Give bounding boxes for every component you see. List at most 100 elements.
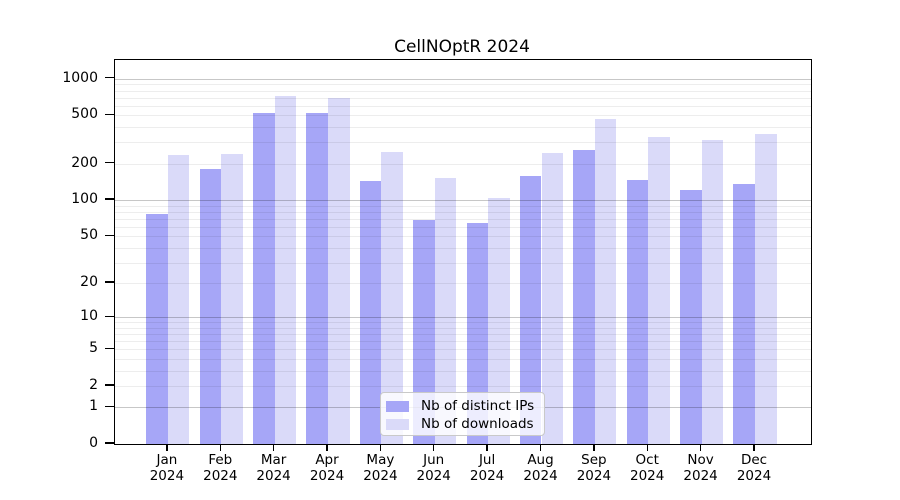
bar-downloads: [167, 154, 190, 444]
y-axis-tick-label: 10: [80, 308, 98, 325]
x-tick-month: Jul: [478, 452, 496, 468]
y-axis-tick: [105, 281, 114, 283]
gridline: [115, 200, 811, 202]
gridline: [115, 262, 811, 264]
bar-distinct-ips: [626, 179, 649, 444]
y-axis-tick: [105, 315, 114, 317]
y-axis-tick: [105, 442, 114, 444]
x-axis-tick-label: Apr 2024: [297, 452, 357, 484]
x-tick-year: 2024: [683, 468, 718, 484]
bar-distinct-ips: [359, 180, 382, 444]
bar-distinct-ips: [733, 183, 755, 444]
x-axis-tick: [272, 444, 275, 451]
gridline: [115, 349, 811, 351]
bar-distinct-ips: [519, 176, 542, 444]
x-axis-tick-label: Dec 2024: [724, 452, 784, 484]
y-axis-tick-label: 100: [71, 191, 98, 208]
legend-swatch-downloads: [386, 418, 409, 430]
gridline: [115, 358, 811, 360]
gridline: [115, 327, 811, 329]
gridline: [115, 341, 811, 343]
gridline: [115, 236, 811, 238]
x-tick-month: Oct: [635, 452, 659, 468]
x-axis-tick: [593, 444, 595, 451]
x-axis-tick-label: May 2024: [350, 452, 410, 484]
bar-downloads: [221, 153, 243, 444]
chart-title: CellNOptR 2024: [394, 37, 530, 57]
gridline: [115, 163, 811, 165]
bar-downloads: [755, 134, 777, 444]
bar-distinct-ips: [413, 219, 435, 444]
x-tick-year: 2024: [309, 468, 345, 484]
x-axis-tick: [699, 444, 702, 451]
bar-downloads: [701, 139, 724, 444]
gridline: [115, 127, 811, 129]
legend-item-distinct-ips: Nb of distinct IPs: [386, 397, 544, 415]
x-tick-month: Aug: [527, 452, 554, 468]
y-axis-tick: [105, 198, 114, 200]
bar-downloads: [434, 177, 457, 444]
y-axis-tick: [105, 405, 114, 408]
x-tick-month: Dec: [740, 452, 768, 468]
x-tick-year: 2024: [469, 468, 505, 484]
x-tick-month: Jun: [423, 452, 445, 468]
y-axis-tick: [105, 234, 114, 236]
x-axis-tick: [379, 444, 382, 451]
x-tick-month: May: [366, 452, 395, 468]
x-tick-year: 2024: [523, 468, 558, 484]
x-axis-tick: [166, 444, 168, 451]
gridline: [115, 211, 811, 213]
gridline: [115, 90, 811, 92]
bar-downloads: [274, 96, 297, 444]
gridline: [115, 218, 811, 220]
legend-item-downloads: Nb of downloads: [386, 415, 544, 433]
bar-distinct-ips: [680, 189, 702, 444]
x-tick-year: 2024: [149, 468, 185, 484]
y-axis-tick-label: 200: [71, 154, 98, 171]
x-tick-year: 2024: [576, 468, 612, 484]
gridline: [115, 205, 811, 207]
y-axis-tick: [105, 162, 114, 164]
x-tick-month: Apr: [315, 452, 339, 468]
x-tick-year: 2024: [256, 468, 291, 484]
legend-label-distinct-ips: Nb of distinct IPs: [421, 398, 535, 414]
x-tick-month: Feb: [208, 452, 233, 468]
x-axis-tick: [753, 444, 755, 451]
legend-label-downloads: Nb of downloads: [421, 416, 534, 432]
bar-distinct-ips: [573, 149, 595, 444]
x-tick-year: 2024: [416, 468, 451, 484]
gridline: [115, 385, 811, 387]
x-axis-tick-label: Jul 2024: [457, 452, 517, 484]
x-axis-tick-label: Nov 2024: [671, 452, 731, 484]
x-tick-month: Nov: [687, 452, 714, 468]
bar-downloads: [381, 151, 403, 444]
gridline: [115, 283, 811, 285]
x-tick-month: Jan: [156, 452, 178, 468]
y-axis-tick-label: 0: [89, 435, 98, 451]
gridline: [115, 78, 811, 80]
x-tick-year: 2024: [630, 468, 665, 484]
x-axis-tick-label: Oct 2024: [617, 452, 677, 484]
y-axis-tick-label: 2: [89, 376, 98, 393]
legend-swatch-distinct-ips: [386, 400, 409, 412]
bar-downloads: [541, 153, 564, 444]
bar-downloads: [594, 118, 617, 444]
gridline: [115, 97, 811, 99]
gridline: [115, 226, 811, 228]
x-tick-year: 2024: [736, 468, 772, 484]
y-axis-tick-label: 50: [80, 227, 98, 244]
x-axis-tick: [219, 444, 221, 451]
x-axis-tick-label: Sep 2024: [564, 452, 624, 484]
x-axis-tick: [646, 444, 648, 451]
x-axis-tick-label: Mar 2024: [244, 452, 304, 484]
y-axis-tick: [105, 77, 114, 79]
bar-distinct-ips: [306, 113, 328, 444]
y-axis-tick-label: 1: [89, 398, 98, 415]
y-axis-tick: [105, 113, 114, 116]
bar-distinct-ips: [466, 223, 489, 444]
plot-area: [114, 59, 812, 445]
bar-downloads: [648, 137, 670, 444]
gridline: [115, 105, 811, 107]
gridline: [115, 247, 811, 249]
x-tick-month: Mar: [260, 452, 287, 468]
